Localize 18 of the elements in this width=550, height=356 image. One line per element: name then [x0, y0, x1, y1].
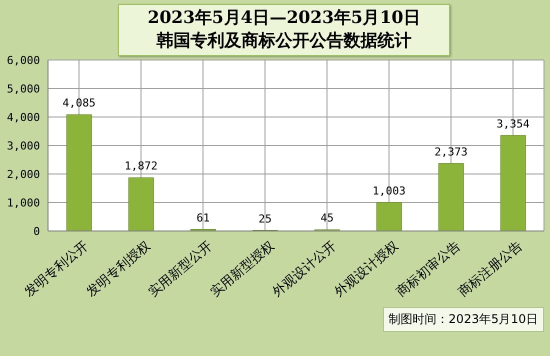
y-tick-label: 6,000 [6, 54, 40, 67]
y-tick-label: 1,000 [6, 196, 40, 210]
data-label: 1,872 [124, 160, 158, 173]
y-tick-label: 3,000 [6, 139, 40, 152]
data-label: 3,354 [496, 117, 530, 130]
data-label: 2,373 [434, 145, 468, 158]
data-label: 61 [196, 211, 210, 224]
y-tick-label: 5,000 [6, 82, 40, 96]
data-label: 4,085 [62, 96, 96, 110]
y-tick-label: 4,000 [6, 110, 40, 124]
data-label: 25 [258, 212, 272, 226]
y-tick-label: 0 [33, 224, 40, 238]
y-tick-label: 2,000 [6, 168, 40, 181]
data-label: 1,003 [372, 184, 406, 198]
chart-title: 2023年5月4日—2023年5月10日 [146, 7, 422, 30]
chart-subtitle: 韩国专利及商标公开公告数据统计 [156, 30, 412, 53]
data-label: 45 [320, 212, 334, 225]
text: 制图时间：2023年5月10日 [382, 307, 544, 332]
